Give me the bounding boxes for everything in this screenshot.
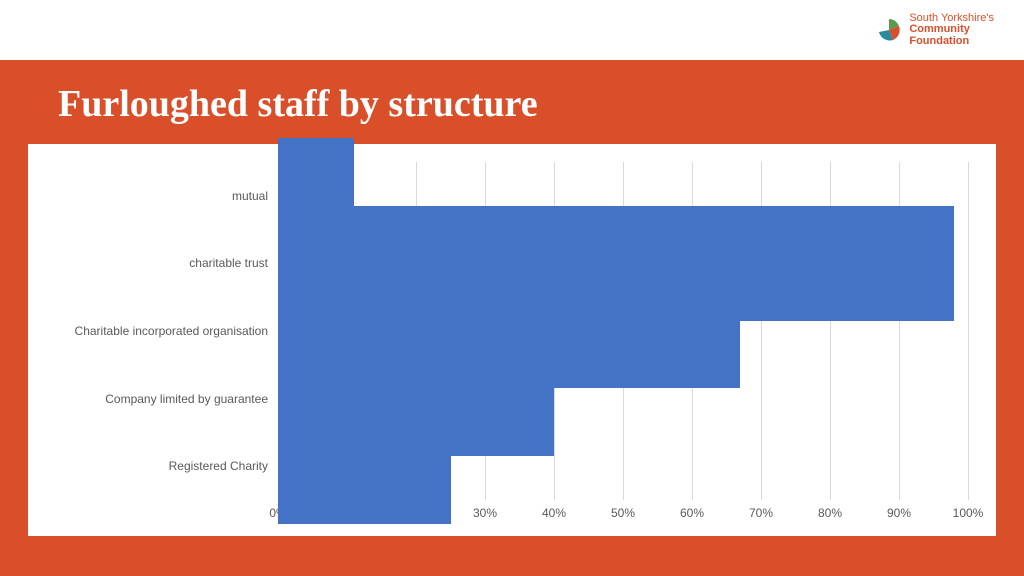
logo-mark-icon	[875, 16, 903, 44]
page-title: Furloughed staff by structure	[28, 60, 996, 144]
chart-container: 0%10%20%30%40%50%60%70%80%90%100%mutualc…	[28, 144, 996, 536]
logo-text: South Yorkshire's Community Foundation	[909, 13, 994, 48]
brand-logo: South Yorkshire's Community Foundation	[875, 13, 994, 48]
bar	[278, 409, 451, 524]
category-label: Charitable incorporated organisation	[75, 324, 268, 338]
category-label: Registered Charity	[169, 459, 268, 473]
category-label: Company limited by guarantee	[105, 392, 268, 406]
chart-plot-area: 0%10%20%30%40%50%60%70%80%90%100%mutualc…	[278, 162, 968, 500]
header: South Yorkshire's Community Foundation	[0, 0, 1024, 60]
bar-row: Registered Charity	[278, 409, 968, 524]
category-label: charitable trust	[189, 256, 268, 270]
category-label: mutual	[232, 189, 268, 203]
main-frame: Furloughed staff by structure 0%10%20%30…	[0, 60, 1024, 576]
logo-line3: Foundation	[909, 36, 994, 48]
gridline	[968, 162, 969, 500]
